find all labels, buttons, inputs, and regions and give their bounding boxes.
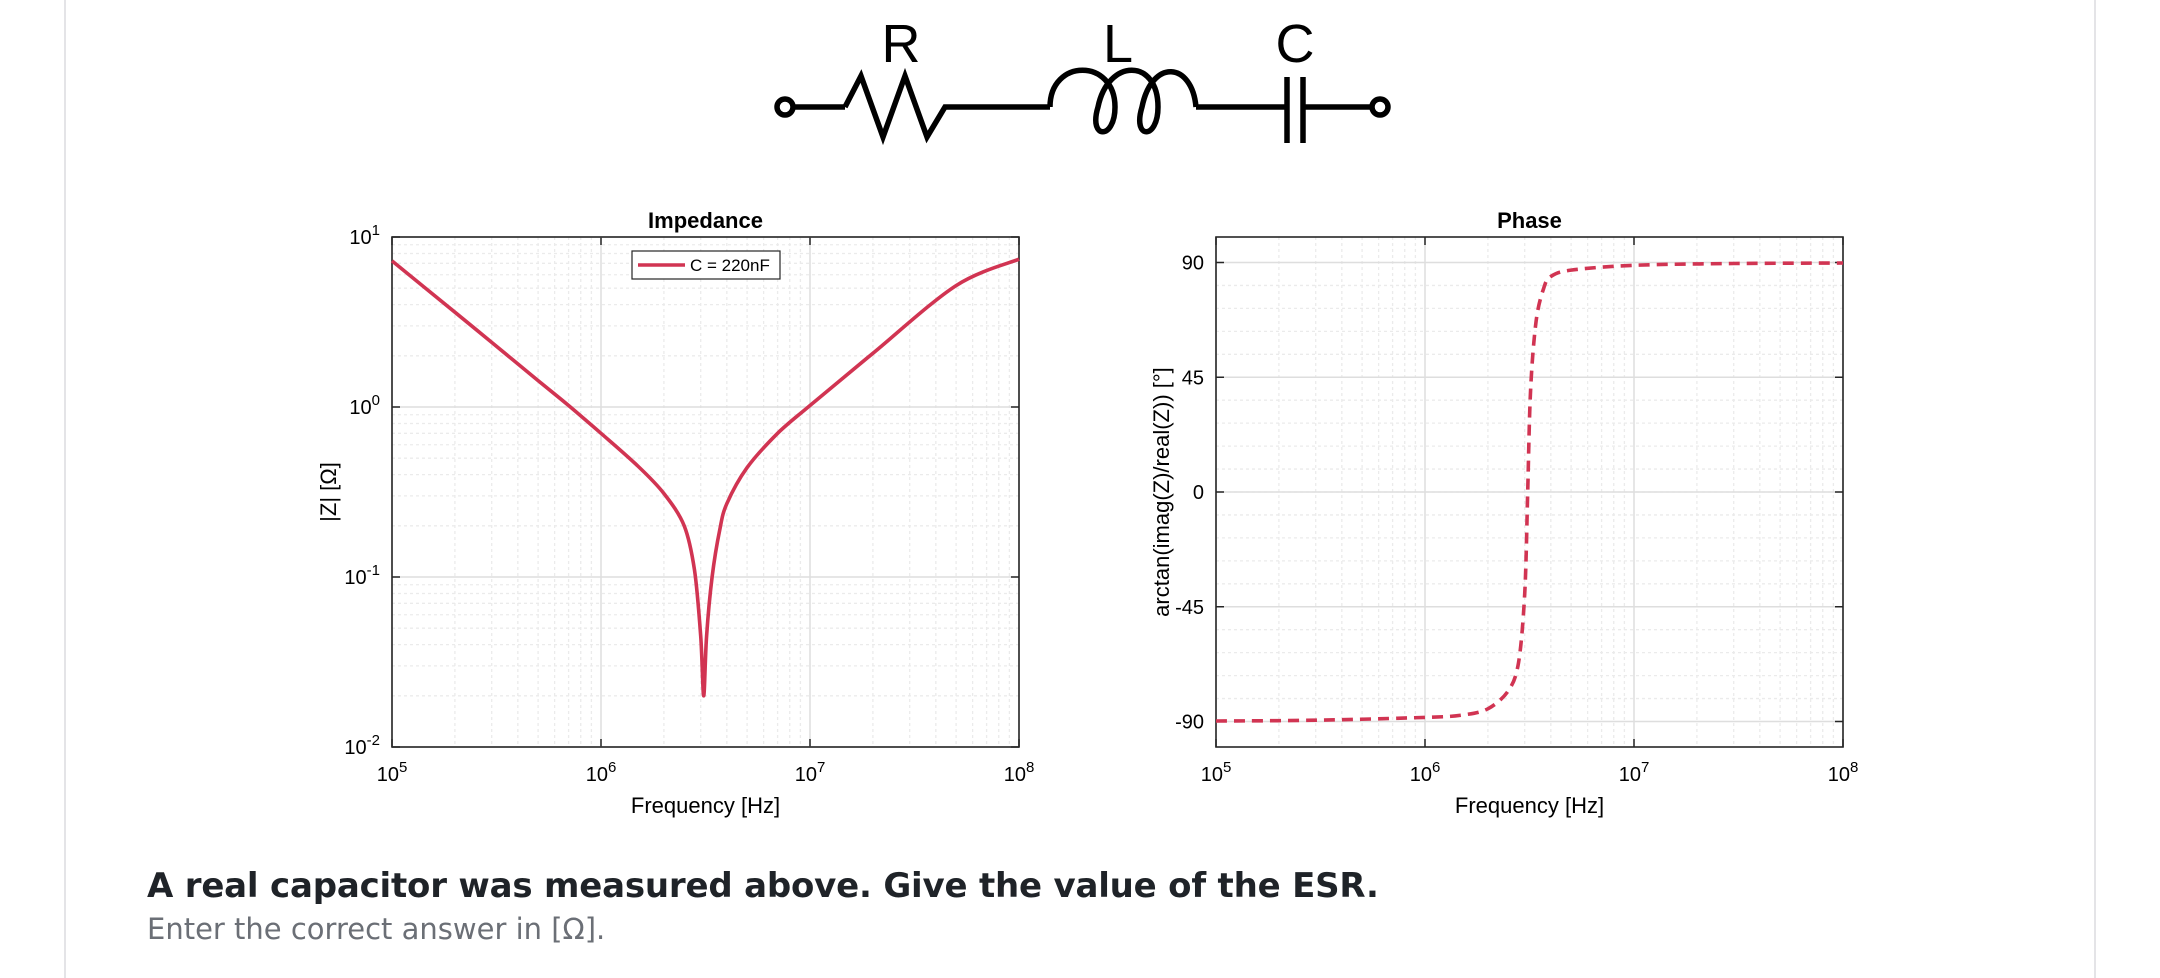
- capacitor-icon: [1287, 77, 1303, 143]
- y-tick-label: 100: [349, 392, 380, 419]
- y-tick-label: -45: [1175, 597, 1204, 619]
- chart-title: Impedance: [648, 208, 763, 233]
- resistor-icon: [845, 76, 1050, 137]
- series-line: [392, 259, 1019, 696]
- resistor-label: R: [882, 14, 921, 74]
- x-tick-label: 107: [795, 759, 826, 786]
- rlc-circuit-diagram: R L C: [0, 0, 2160, 200]
- phase-chart: 105 106 107 108 -90 -45 0 45 90 Phase Frequency [H…: [1149, 208, 1858, 818]
- y-tick-label: 10-2: [344, 732, 380, 759]
- y-tick-label: 45: [1182, 367, 1204, 389]
- y-axis-label: |Z| [Ω]: [316, 462, 341, 522]
- capacitor-label: C: [1276, 14, 1315, 74]
- x-tick-label: 107: [1619, 759, 1650, 786]
- inductor-label: L: [1103, 14, 1133, 74]
- question-title: A real capacitor was measured above. Giv…: [147, 866, 1379, 906]
- y-tick-label: 10-1: [344, 562, 380, 589]
- x-tick-label: 108: [1004, 759, 1035, 786]
- y-tick-label: 101: [349, 222, 380, 249]
- y-tick-label: -90: [1175, 712, 1204, 734]
- x-tick-label: 105: [377, 759, 408, 786]
- x-axis-label: Frequency [Hz]: [1455, 793, 1604, 818]
- legend-label: C = 220nF: [690, 256, 770, 275]
- x-tick-label: 105: [1201, 759, 1232, 786]
- y-tick-label: 90: [1182, 253, 1204, 275]
- x-axis-label: Frequency [Hz]: [631, 793, 780, 818]
- answer-hint: Enter the correct answer in [Ω].: [147, 912, 605, 946]
- x-tick-label: 106: [586, 759, 617, 786]
- left-terminal-icon: [777, 99, 793, 115]
- inductor-icon: [1050, 70, 1196, 132]
- y-axis-label: arctan(imag(Z)/real(Z)) [°]: [1149, 367, 1174, 617]
- chart-title: Phase: [1497, 208, 1562, 233]
- right-terminal-icon: [1372, 99, 1388, 115]
- x-tick-label: 108: [1828, 759, 1859, 786]
- impedance-chart: 105 106 107 108 10-2 10-1 100 101 Impedance Frequ…: [316, 208, 1034, 818]
- y-tick-label: 0: [1193, 482, 1204, 504]
- bode-plot-figure: 105 106 107 108 10-2 10-1 100 101 Impedance Frequ…: [0, 200, 2160, 830]
- x-tick-label: 106: [1410, 759, 1441, 786]
